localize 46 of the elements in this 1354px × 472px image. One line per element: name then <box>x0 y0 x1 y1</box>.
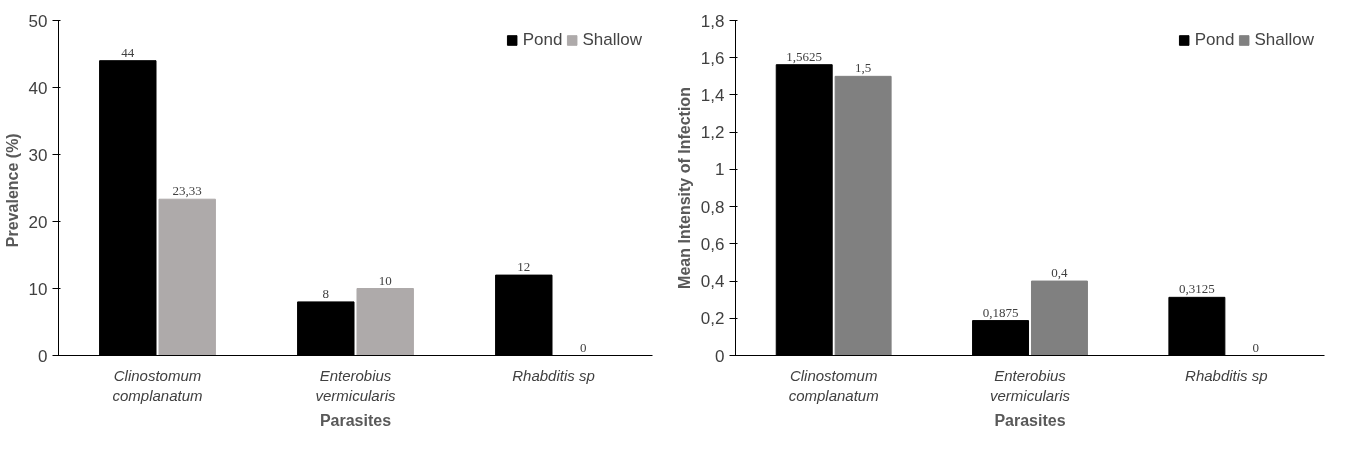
legend-label: Pond <box>1194 30 1235 50</box>
legend-label: Shallow <box>582 30 642 50</box>
data-label: 10 <box>378 272 392 288</box>
data-label: 0 <box>579 339 587 355</box>
y-tick-label: 1,8 <box>700 11 725 31</box>
y-tick-label: 1,4 <box>700 85 725 105</box>
x-tick-label: Clinostomum complanatum <box>788 366 879 404</box>
data-label: 8 <box>322 285 330 301</box>
y-tick-label: 20 <box>28 212 48 232</box>
y-tick-label: 30 <box>28 145 48 165</box>
data-label: 44 <box>121 44 135 60</box>
x-tick-label: Rhabditis sp <box>512 366 595 384</box>
x-tick-label: Rhabditis sp <box>1185 366 1268 384</box>
y-tick-label: 0,6 <box>700 234 725 254</box>
x-axis-title: Parasites <box>319 411 392 429</box>
y-tick-label: 40 <box>28 78 48 98</box>
data-label: 0,3125 <box>1179 281 1215 297</box>
y-axis-title: Prevalence (%) <box>3 133 21 248</box>
x-axis-title: Parasites <box>994 411 1066 429</box>
bar <box>356 288 414 356</box>
x-tick-label: Clinostomum complanatum <box>112 366 203 404</box>
data-label: 0,4 <box>1051 265 1069 281</box>
y-tick-label: 10 <box>28 279 48 299</box>
y-tick-label: 1 <box>715 160 725 180</box>
data-label: 0,1875 <box>982 304 1019 320</box>
legend-label: Shallow <box>1254 30 1314 50</box>
y-tick-label: 0 <box>715 346 725 366</box>
x-tick-label: Enterobius vermicularis <box>315 366 396 404</box>
y-tick-label: 0,4 <box>700 272 725 292</box>
x-tick-label: Enterobius vermicularis <box>990 366 1071 404</box>
data-label: 1,5 <box>854 60 872 76</box>
y-tick-label: 0 <box>38 346 48 366</box>
data-label: 12 <box>517 259 531 275</box>
bar <box>1030 280 1088 356</box>
y-tick-label: 1,2 <box>700 123 725 143</box>
y-tick-label: 1,6 <box>700 48 725 68</box>
legend-label: Pond <box>522 30 563 50</box>
y-tick-label: 0,2 <box>700 309 725 329</box>
data-label: 23,33 <box>172 183 202 199</box>
y-tick-label: 50 <box>28 11 48 31</box>
y-axis-title: Mean Intensity of Infection <box>675 87 693 289</box>
data-label: 0 <box>1252 339 1260 355</box>
y-tick-label: 0,8 <box>700 197 725 217</box>
bar <box>158 198 216 356</box>
bar <box>834 75 892 356</box>
data-label: 1,5625 <box>786 48 823 64</box>
